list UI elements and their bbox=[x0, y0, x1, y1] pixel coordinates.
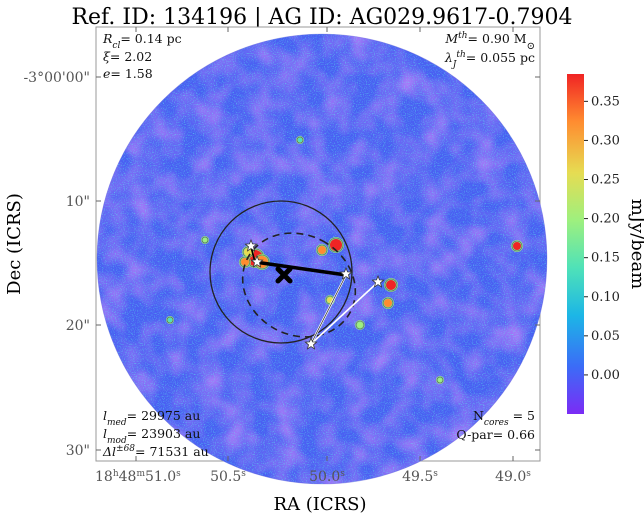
colorbar-tick-label-0: 0.35 bbox=[591, 94, 620, 109]
x-tick-label-3: 49.5s bbox=[402, 469, 438, 485]
annot-lmod: lmod= 23903 au bbox=[103, 426, 200, 446]
colorbar-tick-label-2: 0.25 bbox=[591, 173, 620, 188]
y-tick-label-2: 20" bbox=[66, 318, 90, 334]
colorbar-tick-label-1: 0.30 bbox=[591, 133, 620, 148]
y-axis-label: Dec (ICRS) bbox=[4, 193, 25, 295]
annot-rcl: Rcl= 0.14 pc bbox=[102, 31, 182, 51]
core-star-2 bbox=[339, 266, 353, 280]
colorbar-tick-label-6: 0.05 bbox=[591, 329, 620, 344]
annot-qpar: Q-par= 0.66 bbox=[456, 427, 535, 442]
colorbar bbox=[567, 74, 584, 414]
colorbar-ticks: 0.35 0.30 0.25 0.20 0.15 0.10 0.05 0.00 bbox=[584, 94, 620, 383]
fit-ellipse bbox=[241, 232, 357, 338]
x-tick-marks bbox=[135, 27, 514, 461]
y-tick-label-0: -3°00'00" bbox=[23, 70, 90, 86]
core-star-0 bbox=[244, 238, 258, 252]
colorbar-tick-label-4: 0.15 bbox=[591, 251, 620, 266]
intensity-map bbox=[97, 34, 547, 484]
map-edge bbox=[96, 33, 548, 485]
x-axis-label: RA (ICRS) bbox=[273, 494, 366, 515]
colorbar-tick-label-5: 0.10 bbox=[591, 290, 620, 305]
x-tick-label-1: 50.5s bbox=[210, 469, 246, 485]
y-tick-label-1: 10" bbox=[66, 194, 90, 210]
core-star-1 bbox=[250, 254, 264, 268]
annot-lmed: lmed= 29975 au bbox=[103, 408, 200, 428]
x-tick-label-0: 18h48m51.0s bbox=[95, 469, 181, 485]
x-tick-label-4: 49.0s bbox=[495, 469, 531, 485]
annot-dl: Δl±68= 71531 au bbox=[102, 444, 209, 459]
y-tick-marks bbox=[96, 76, 540, 451]
core-star-3 bbox=[304, 336, 318, 350]
annot-ncores: Ncores = 5 bbox=[473, 408, 535, 428]
colorbar-label: mJy/beam bbox=[627, 199, 644, 290]
annot-mth: Mth= 0.90 M⊙ bbox=[444, 31, 535, 52]
x-tick-label-2: 50.0s bbox=[309, 469, 345, 485]
annot-xi: ξ= 2.02 bbox=[103, 49, 152, 64]
mst-edge-b bbox=[310, 274, 347, 345]
colorbar-tick-label-3: 0.20 bbox=[591, 212, 620, 227]
mst-edge-thick bbox=[254, 260, 347, 277]
chart-title: Ref. ID: 134196 | AG ID: AG029.9617-0.79… bbox=[71, 5, 572, 30]
colorbar-tick-label-7: 0.00 bbox=[591, 368, 620, 383]
y-tick-label-3: 30" bbox=[66, 443, 90, 459]
annot-e: e= 1.58 bbox=[103, 66, 153, 81]
centroid-marker bbox=[275, 266, 293, 284]
annot-lambda: λJth= 0.055 pc bbox=[444, 50, 535, 70]
core-star-4 bbox=[371, 274, 385, 288]
mst-edge-c bbox=[310, 281, 379, 345]
